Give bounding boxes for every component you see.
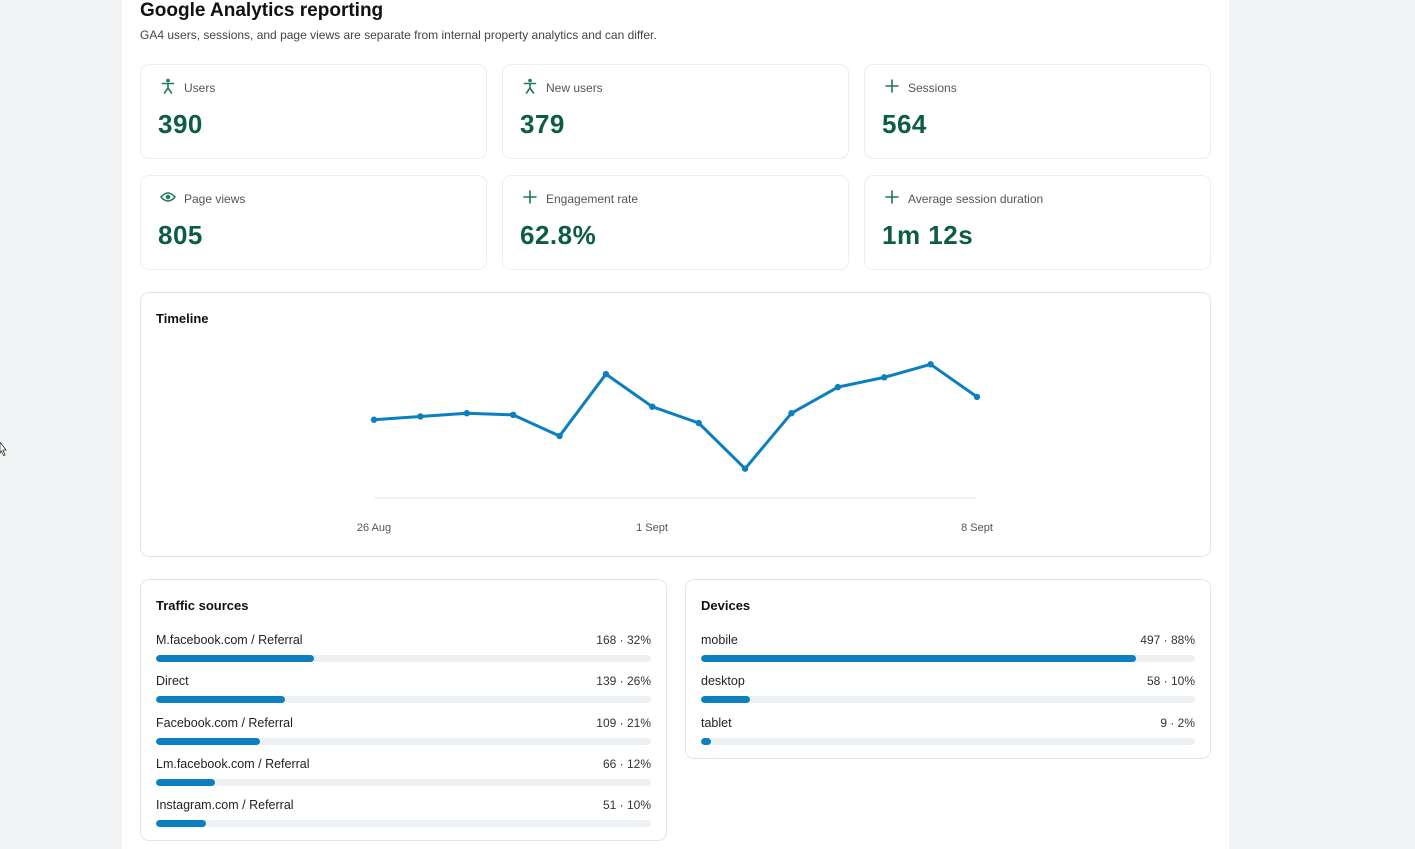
kpi-card-sessions: Sessions 564 — [864, 64, 1211, 159]
list-item: Lm.facebook.com / Referral 66 · 12% — [156, 757, 651, 795]
kpi-value: 390 — [158, 109, 203, 139]
source-label: Facebook.com / Referral — [156, 716, 293, 730]
person-icon — [159, 77, 177, 95]
kpi-label: New users — [546, 81, 603, 95]
source-value: 109 · 21% — [596, 716, 651, 730]
x-tick-label: 8 Sept — [961, 522, 993, 534]
data-point — [973, 393, 981, 401]
source-value: 139 · 26% — [596, 674, 651, 688]
progress-track — [701, 738, 1195, 745]
traffic-sources-title: Traffic sources — [156, 598, 249, 613]
source-value: 66 · 12% — [602, 757, 651, 771]
kpi-label: Sessions — [908, 81, 957, 95]
x-tick-label: 26 Aug — [356, 522, 392, 534]
list-item: desktop 58 · 10% — [701, 674, 1195, 712]
progress-fill — [701, 696, 751, 703]
traffic-sources-card: Traffic sources M.facebook.com / Referra… — [140, 579, 667, 841]
timeline-title: Timeline — [156, 311, 209, 326]
kpi-value: 564 — [882, 109, 927, 139]
kpi-card-users: Users 390 — [140, 64, 487, 159]
source-label: Direct — [156, 674, 189, 688]
kpi-value: 379 — [520, 109, 565, 139]
progress-fill — [156, 779, 216, 786]
progress-fill — [156, 696, 285, 703]
progress-fill — [156, 655, 315, 662]
progress-track — [701, 696, 1195, 703]
progress-fill — [701, 655, 1136, 662]
devices-card: Devices mobile 497 · 88% desktop 58 · 10… — [685, 579, 1211, 759]
device-label: desktop — [701, 674, 745, 688]
kpi-card-engagement-rate: Engagement rate 62.8% — [502, 175, 849, 270]
device-label: mobile — [701, 633, 738, 647]
kpi-card-average-session-duration: Average session duration 1m 12s — [864, 175, 1211, 270]
kpi-label: Average session duration — [908, 192, 1044, 206]
data-point — [741, 465, 749, 472]
data-point — [927, 361, 934, 368]
list-item: Facebook.com / Referral 109 · 21% — [156, 716, 651, 754]
kpi-card-new-users: New users 379 — [502, 64, 849, 159]
source-label: Instagram.com / Referral — [156, 798, 294, 812]
source-value: 168 · 32% — [596, 633, 651, 647]
mouse-pointer-icon — [0, 442, 7, 456]
page-subtitle: GA4 users, sessions, and page views are … — [140, 28, 657, 42]
progress-track — [156, 696, 651, 703]
device-label: tablet — [701, 716, 732, 730]
data-point — [556, 432, 563, 440]
data-point — [649, 403, 656, 410]
series-line — [373, 362, 978, 471]
kpi-value: 1m 12s — [882, 220, 974, 250]
person-icon — [521, 77, 539, 95]
kpi-label: Page views — [184, 192, 246, 206]
source-value: 51 · 10% — [602, 798, 651, 812]
device-value: 58 · 10% — [1146, 674, 1195, 688]
list-item: Instagram.com / Referral 51 · 10% — [156, 798, 651, 836]
progress-fill — [701, 738, 711, 745]
kpi-label: Users — [184, 81, 216, 95]
list-item: Direct 139 · 26% — [156, 674, 651, 712]
device-value: 9 · 2% — [1160, 716, 1195, 730]
source-label: Lm.facebook.com / Referral — [156, 757, 310, 771]
plus-icon — [883, 188, 901, 206]
devices-title: Devices — [701, 598, 751, 613]
data-point — [463, 410, 470, 417]
progress-track — [156, 779, 651, 786]
data-point — [370, 416, 378, 423]
timeline-card: Timeline 26 Aug 1 Sept 8 Sept — [140, 292, 1211, 557]
progress-track — [156, 820, 651, 827]
progress-track — [156, 738, 651, 745]
data-point — [788, 410, 795, 417]
list-item: tablet 9 · 2% — [701, 716, 1195, 754]
plus-icon — [521, 188, 539, 206]
kpi-value: 805 — [158, 220, 203, 250]
x-tick-label: 1 Sept — [636, 522, 668, 534]
data-point — [417, 413, 424, 420]
list-item: M.facebook.com / Referral 168 · 32% — [156, 633, 651, 671]
eye-icon — [159, 188, 177, 206]
progress-fill — [156, 738, 260, 745]
data-point — [602, 370, 610, 378]
kpi-card-page-views: Page views 805 — [140, 175, 487, 270]
source-label: M.facebook.com / Referral — [156, 633, 303, 647]
list-item: mobile 497 · 88% — [701, 633, 1195, 671]
kpi-label: Engagement rate — [546, 192, 639, 206]
data-point — [695, 419, 702, 427]
page-title: Google Analytics reporting — [140, 0, 384, 21]
kpi-value: 62.8% — [520, 220, 597, 250]
plus-icon — [883, 77, 901, 95]
data-point — [509, 411, 517, 419]
timeline-chart — [370, 361, 981, 499]
progress-fill — [156, 820, 206, 827]
progress-track — [701, 655, 1195, 662]
data-point — [881, 374, 888, 381]
device-value: 497 · 88% — [1140, 633, 1195, 647]
data-point — [834, 383, 842, 391]
progress-track — [156, 655, 651, 662]
